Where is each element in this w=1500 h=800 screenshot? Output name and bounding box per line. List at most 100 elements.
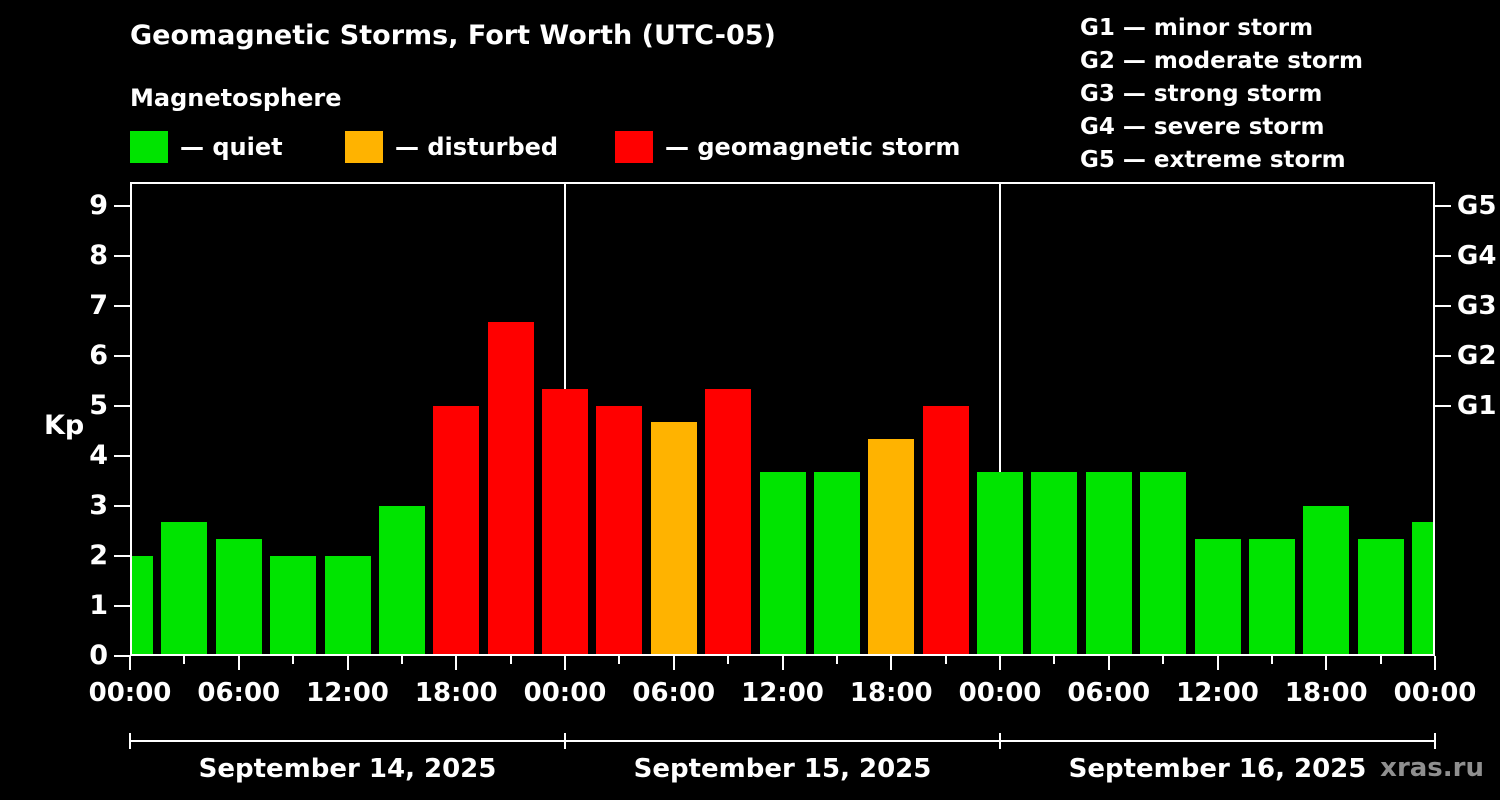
x-tick-6h [237, 656, 240, 670]
x-tick-36h [781, 656, 784, 670]
x-tick-24h [564, 656, 566, 670]
x-tick-label-54h: 06:00 [1067, 678, 1151, 708]
kp-bar-21h [487, 322, 534, 656]
x-minor-tick-3h [183, 656, 186, 664]
kp-bar-66h [1303, 506, 1350, 656]
date-bracket-0 [130, 740, 565, 742]
kp-bar-45h [922, 406, 969, 656]
kp-bar-72h [1412, 522, 1435, 656]
kp-bar-57h [1140, 472, 1187, 656]
x-tick-label-42h: 18:00 [849, 678, 933, 708]
storm-swatch [615, 131, 653, 163]
y-tick-label-2: 2 [89, 540, 108, 571]
x-minor-tick-33h [727, 656, 730, 664]
x-tick-18h [455, 656, 458, 670]
x-tick-label-0h: 00:00 [88, 678, 172, 708]
g-tick-G1 [1435, 405, 1451, 407]
y-tick-label-9: 9 [89, 190, 108, 221]
y-tick-3 [114, 505, 130, 507]
kp-bar-39h [813, 472, 860, 656]
kp-bar-18h [433, 406, 480, 656]
x-minor-tick-39h [835, 656, 838, 664]
y-tick-8 [114, 255, 130, 257]
x-tick-72h [1434, 656, 1436, 670]
magnetosphere-label: Magnetosphere [130, 84, 342, 112]
kp-bar-36h [759, 472, 806, 656]
kp-bar-27h [596, 406, 643, 656]
y-tick-5 [114, 405, 130, 407]
x-tick-54h [1107, 656, 1110, 670]
y-tick-label-3: 3 [89, 490, 108, 521]
kp-bar-63h [1248, 539, 1295, 656]
kp-bar-24h [542, 389, 588, 656]
x-tick-label-60h: 12:00 [1176, 678, 1259, 708]
x-minor-tick-69h [1379, 656, 1382, 664]
y-tick-0 [114, 655, 130, 657]
g-tick-G3 [1435, 305, 1451, 307]
date-bracket-cap-2-1 [1434, 733, 1436, 749]
x-minor-tick-15h [400, 656, 403, 664]
kp-bar-3h [161, 522, 208, 656]
bars-layer [130, 182, 1435, 656]
date-bracket-cap-1-0 [564, 733, 566, 749]
g-axis-label-G3: G3 [1457, 291, 1497, 321]
x-minor-tick-63h [1270, 656, 1273, 664]
x-tick-label-18h: 18:00 [414, 678, 498, 708]
g2-legend-line: G2 — moderate storm [1080, 48, 1363, 74]
y-tick-4 [114, 455, 130, 457]
y-tick-label-4: 4 [89, 440, 108, 471]
kp-bar-69h [1357, 539, 1404, 656]
kp-bar-48h [977, 472, 1023, 656]
x-minor-tick-45h [944, 656, 947, 664]
y-tick-label-1: 1 [89, 590, 108, 621]
kp-bar-12h [324, 556, 371, 656]
storm-legend-label: — geomagnetic storm [665, 133, 961, 161]
y-tick-9 [114, 205, 130, 207]
x-minor-tick-21h [509, 656, 512, 664]
g3-legend-line: G3 — strong storm [1080, 81, 1323, 107]
x-tick-60h [1216, 656, 1219, 670]
y-tick-2 [114, 555, 130, 557]
x-tick-label-12h: 12:00 [306, 678, 389, 708]
x-tick-30h [672, 656, 675, 670]
x-tick-42h [890, 656, 893, 670]
g1-legend-line: G1 — minor storm [1080, 15, 1314, 41]
watermark-xras: xras.ru [1380, 753, 1484, 783]
y-tick-6 [114, 355, 130, 357]
day-boundary-line [999, 182, 1001, 656]
kp-bar-15h [378, 506, 425, 656]
y-tick-1 [114, 605, 130, 607]
x-tick-label-24h: 00:00 [523, 678, 607, 708]
kp-bar-54h [1085, 472, 1132, 656]
quiet-legend-label: — quiet [180, 133, 283, 161]
g-axis-label-G5: G5 [1457, 191, 1497, 221]
date-label-2: September 16, 2025 [1068, 754, 1367, 784]
y-tick-label-0: 0 [89, 640, 108, 671]
x-tick-66h [1325, 656, 1328, 670]
x-minor-tick-27h [618, 656, 621, 664]
x-tick-0h [129, 656, 131, 670]
kp-bar-6h [215, 539, 262, 656]
g5-legend-line: G5 — extreme storm [1080, 147, 1346, 173]
x-tick-12h [346, 656, 349, 670]
g-axis-label-G1: G1 [1457, 391, 1497, 421]
x-minor-tick-9h [292, 656, 295, 664]
g-tick-G4 [1435, 255, 1451, 257]
y-tick-7 [114, 305, 130, 307]
x-tick-label-66h: 18:00 [1284, 678, 1368, 708]
disturbed-legend-label: — disturbed [395, 133, 559, 161]
date-bracket-cap-2-0 [999, 733, 1001, 749]
kp-bar-42h [868, 439, 915, 656]
y-tick-label-6: 6 [89, 340, 108, 371]
x-tick-label-36h: 12:00 [741, 678, 824, 708]
x-tick-label-6h: 06:00 [197, 678, 281, 708]
x-minor-tick-51h [1053, 656, 1056, 664]
x-tick-label-48h: 00:00 [958, 678, 1042, 708]
x-tick-48h [999, 656, 1001, 670]
kp-bar-33h [705, 389, 752, 656]
x-tick-label-30h: 06:00 [632, 678, 716, 708]
date-bracket-cap-0-0 [129, 733, 131, 749]
kp-bar-9h [270, 556, 317, 656]
x-minor-tick-57h [1162, 656, 1165, 664]
